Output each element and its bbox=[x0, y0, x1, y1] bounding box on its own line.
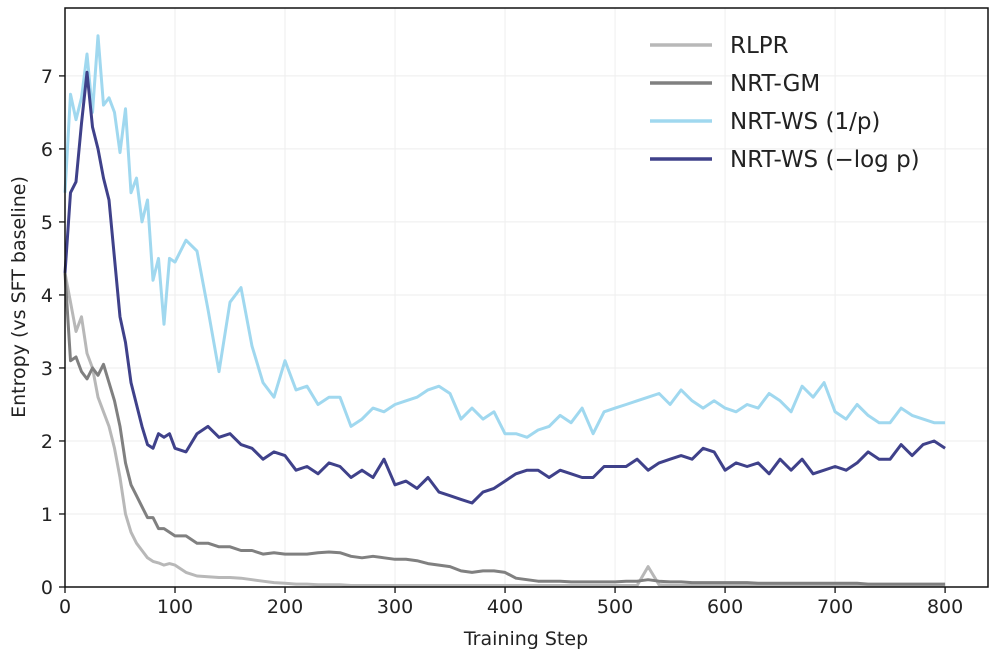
legend: RLPR NRT-GM NRT-WS (1/p) NRT-WS (−log p) bbox=[650, 33, 920, 173]
x-tick-label: 600 bbox=[707, 596, 743, 618]
y-tick-label: 0 bbox=[41, 577, 53, 599]
y-tick-label: 7 bbox=[41, 66, 53, 88]
series-line-2 bbox=[63, 34, 946, 439]
x-tick-label: 700 bbox=[817, 596, 853, 618]
legend-label-0: RLPR bbox=[730, 33, 789, 59]
x-axis-ticks: 0 100 200 300 400 500 600 700 800 bbox=[59, 587, 963, 618]
legend-label-3: NRT-WS (−log p) bbox=[730, 147, 920, 173]
x-tick-label: 800 bbox=[927, 596, 963, 618]
series-line-1 bbox=[63, 272, 946, 586]
legend-label-1: NRT-GM bbox=[730, 71, 820, 97]
series-line-0 bbox=[63, 272, 946, 587]
y-axis-ticks: 0 1 2 3 4 5 6 7 bbox=[41, 66, 65, 599]
y-tick-label: 1 bbox=[41, 504, 53, 526]
x-tick-label: 300 bbox=[377, 596, 413, 618]
y-tick-label: 3 bbox=[41, 358, 53, 380]
x-tick-label: 200 bbox=[267, 596, 303, 618]
y-axis-label: Entropy (vs SFT baseline) bbox=[8, 176, 30, 418]
y-tick-label: 6 bbox=[41, 139, 53, 161]
grid bbox=[64, 8, 988, 588]
x-tick-label: 400 bbox=[487, 596, 523, 618]
y-tick-label: 5 bbox=[41, 212, 53, 234]
x-tick-label: 0 bbox=[59, 596, 71, 618]
series-lines bbox=[63, 34, 946, 587]
legend-label-2: NRT-WS (1/p) bbox=[730, 109, 880, 135]
series-line-3 bbox=[63, 70, 946, 505]
x-axis-label: Training Step bbox=[463, 628, 588, 650]
plot-frame bbox=[64, 7, 989, 588]
y-tick-label: 4 bbox=[41, 285, 53, 307]
y-tick-label: 2 bbox=[41, 431, 53, 453]
x-tick-label: 500 bbox=[597, 596, 633, 618]
x-tick-label: 100 bbox=[157, 596, 193, 618]
